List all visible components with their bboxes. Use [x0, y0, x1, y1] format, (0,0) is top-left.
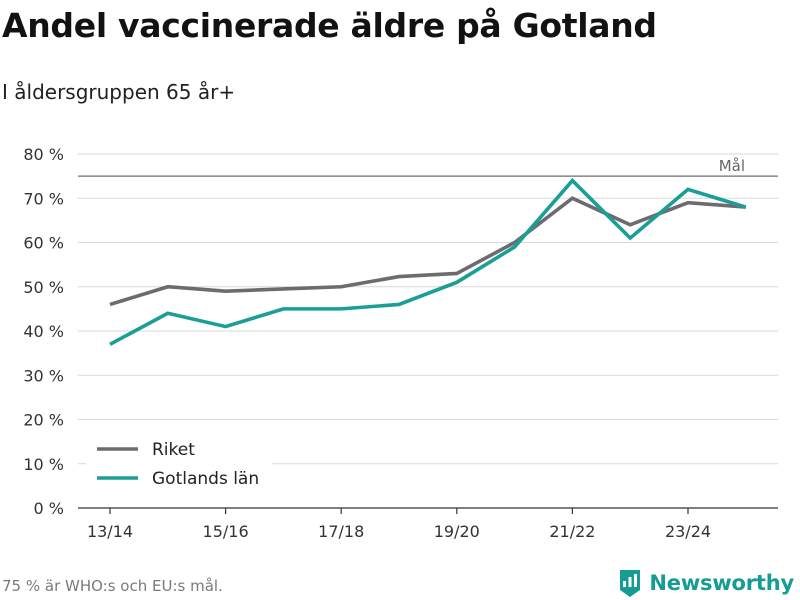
goal-label: Mål: [719, 157, 745, 175]
x-tick-label: 15/16: [203, 522, 249, 541]
y-tick-label: 40 %: [23, 322, 64, 341]
x-tick-label: 17/18: [318, 522, 364, 541]
y-tick-label: 30 %: [23, 366, 64, 385]
goal-layer: Mål: [78, 157, 778, 177]
x-tick-label: 21/22: [549, 522, 595, 541]
series-layer: [109, 177, 747, 346]
chart-subtitle: I åldersgruppen 65 år+: [2, 80, 236, 104]
brand-name: Newsworthy: [649, 571, 794, 595]
y-tick-label: 0 %: [34, 499, 64, 518]
y-tick-label: 70 %: [23, 189, 64, 208]
y-tick-label: 10 %: [23, 455, 64, 474]
chart-title: Andel vaccinerade äldre på Gotland: [2, 6, 657, 45]
x-tick-label: 13/14: [87, 522, 133, 541]
legend-layer: Riket Gotlands län: [86, 432, 272, 494]
y-tick-label: 20 %: [23, 411, 64, 430]
grid-layer: [78, 153, 778, 465]
legend-background: [86, 432, 272, 494]
x-tick-label: 19/20: [434, 522, 480, 541]
y-tick-label: 80 %: [23, 145, 64, 164]
y-tick-label: 60 %: [23, 234, 64, 253]
footnote: 75 % är WHO:s och EU:s mål.: [2, 577, 223, 595]
legend-label: Gotlands län: [152, 469, 259, 489]
newsworthy-icon: [620, 570, 641, 597]
y-tick-label: 50 %: [23, 278, 64, 297]
axis-layer: 0 % 10 % 20 % 30 % 40 % 50 % 60 % 70 % 80 % 13/14…: [23, 145, 778, 541]
legend-item-gotland: Gotlands län: [97, 469, 259, 489]
legend-item-riket: Riket: [97, 440, 195, 460]
series-line-gotland: [109, 177, 747, 346]
series-line-riket: [109, 196, 746, 307]
newsworthy-logo: Newsworthy: [618, 568, 794, 598]
legend-label: Riket: [152, 440, 195, 460]
x-tick-label: 23/24: [665, 522, 711, 541]
